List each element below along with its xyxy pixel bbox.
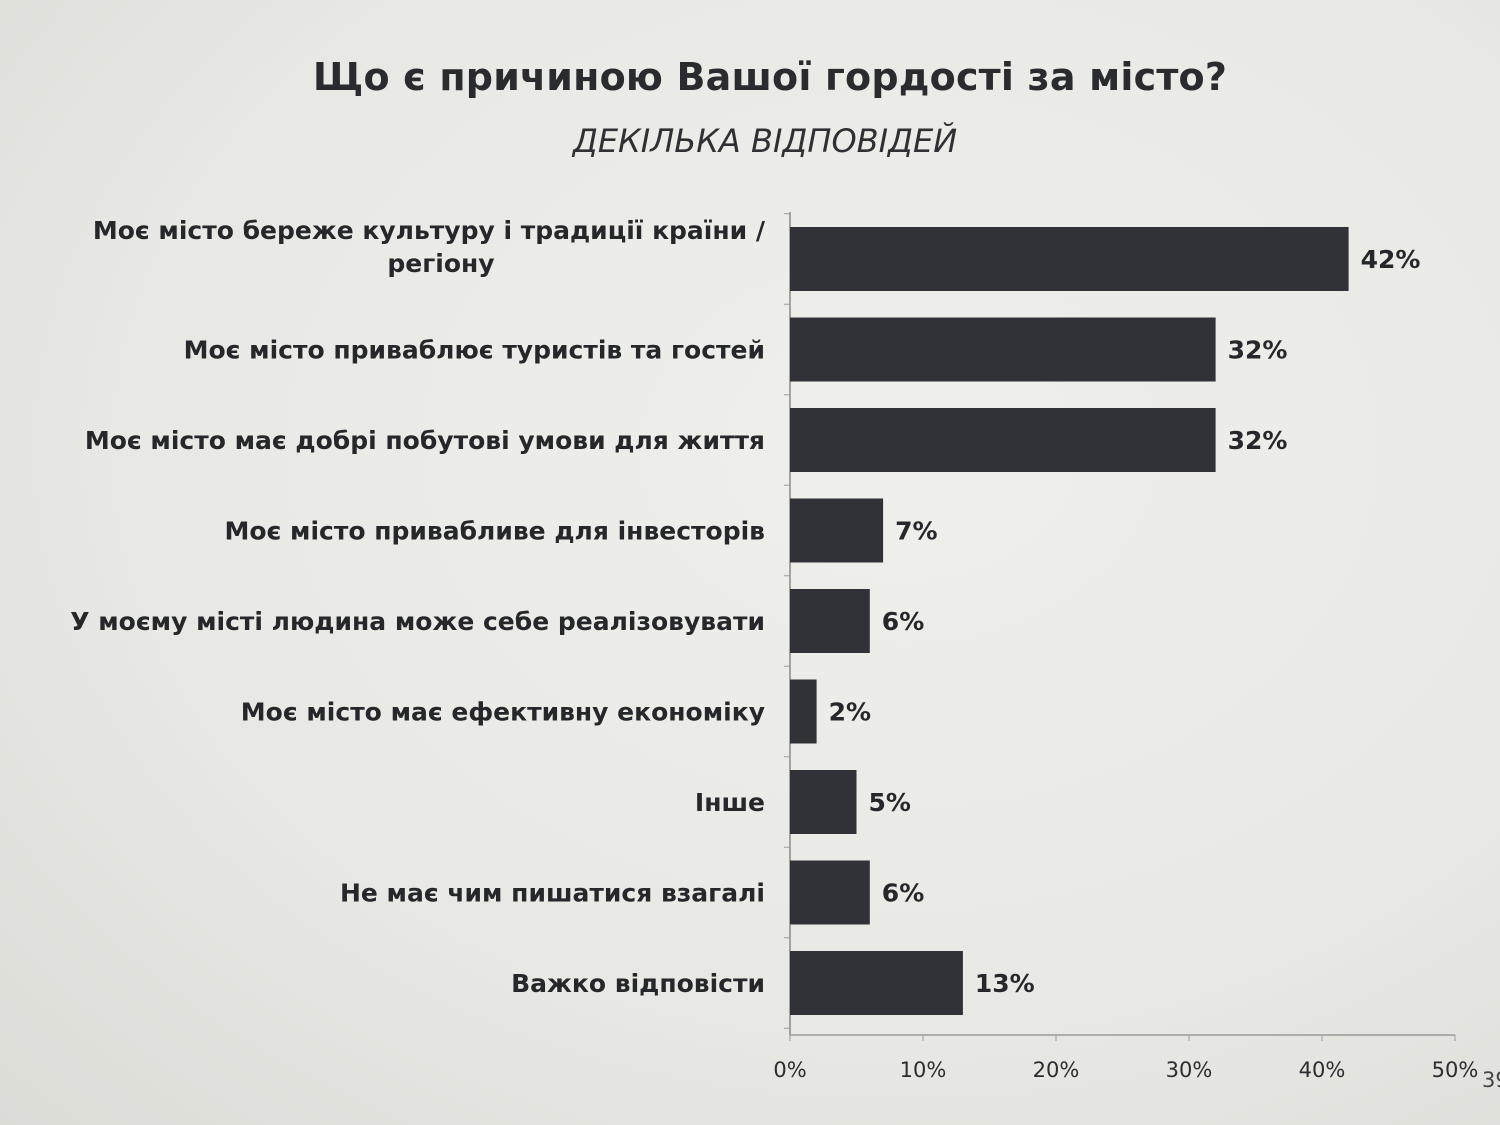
page-number: 39 bbox=[1482, 1068, 1500, 1092]
data-label: 5% bbox=[869, 788, 911, 817]
x-tick-label: 10% bbox=[900, 1058, 947, 1082]
data-label: 13% bbox=[975, 969, 1035, 998]
category-label: регіону bbox=[387, 249, 494, 278]
data-label: 6% bbox=[882, 879, 924, 908]
x-tick-label: 30% bbox=[1166, 1058, 1213, 1082]
category-label: Інше bbox=[695, 788, 765, 817]
data-label: 2% bbox=[829, 698, 871, 727]
bar bbox=[790, 498, 884, 563]
bar bbox=[790, 317, 1216, 382]
data-label: 7% bbox=[895, 517, 937, 546]
category-label: У моєму місті людина може себе реалізову… bbox=[70, 607, 765, 636]
bar bbox=[790, 679, 817, 744]
category-label: Важко відповісти bbox=[511, 969, 765, 998]
x-tick-label: 40% bbox=[1299, 1058, 1346, 1082]
bar bbox=[790, 227, 1349, 291]
category-label: Не має чим пишатися взагалі bbox=[340, 879, 765, 908]
category-label: Моє місто приваблює туристів та гостей bbox=[184, 336, 765, 365]
bar bbox=[790, 951, 963, 1015]
x-tick-label: 50% bbox=[1432, 1058, 1479, 1082]
data-label: 42% bbox=[1361, 245, 1421, 274]
chart-subtitle: ДЕКІЛЬКА ВІДПОВІДЕЙ bbox=[572, 122, 958, 160]
data-label: 32% bbox=[1228, 336, 1288, 365]
data-label: 32% bbox=[1228, 426, 1288, 455]
bar bbox=[790, 589, 870, 653]
data-label: 6% bbox=[882, 607, 924, 636]
category-label: Моє місто має добрі побутові умови для ж… bbox=[85, 426, 765, 455]
category-label: Моє місто має ефективну економіку bbox=[241, 698, 765, 727]
bar bbox=[790, 860, 870, 925]
category-label: Моє місто береже культуру і традиції кра… bbox=[93, 216, 766, 245]
x-tick-label: 20% bbox=[1033, 1058, 1080, 1082]
category-label: Моє місто привабливе для інвесторів bbox=[224, 517, 765, 546]
bar bbox=[790, 408, 1216, 472]
bar bbox=[790, 770, 857, 834]
chart-title: Що є причиною Вашої гордості за місто? bbox=[312, 55, 1228, 99]
x-tick-label: 0% bbox=[773, 1058, 806, 1082]
